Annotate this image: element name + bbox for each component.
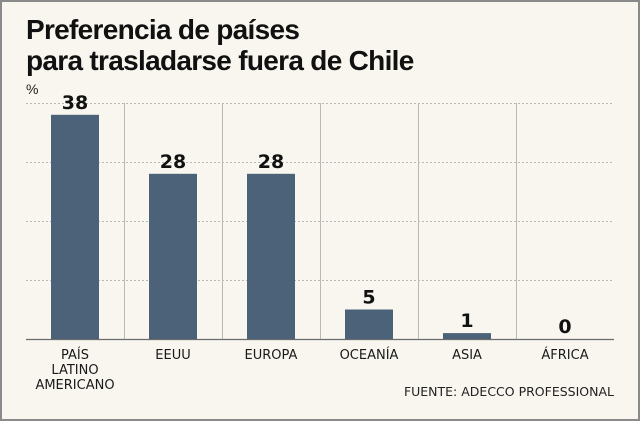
title-line-1: Preferencia de países <box>26 14 300 45</box>
data-label: 28 <box>160 151 186 173</box>
bar <box>345 309 393 339</box>
x-tick-label: AMERICANO <box>35 378 114 393</box>
data-label: 28 <box>258 151 284 173</box>
bar <box>149 173 197 339</box>
x-tick-label: ÁFRICA <box>541 347 588 363</box>
x-tick-label: ASIA <box>452 348 482 363</box>
bar <box>247 173 295 339</box>
x-tick-label: EEUU <box>155 348 190 363</box>
data-label: 5 <box>362 287 375 309</box>
bar <box>51 114 99 339</box>
source-note: FUENTE: ADECCO PROFESSIONAL <box>403 384 614 399</box>
chart-title: Preferencia de países para trasladarse f… <box>26 14 626 76</box>
data-label: 38 <box>62 92 88 114</box>
y-unit-label: % <box>26 81 39 97</box>
data-label: 0 <box>558 316 571 338</box>
x-tick-label: EUROPA <box>245 348 298 363</box>
x-tick-label: PAÍS <box>61 347 89 363</box>
x-tick-label: OCEANÍA <box>340 347 399 363</box>
bar <box>443 333 491 339</box>
title-line-2: para trasladarse fuera de Chile <box>26 45 414 76</box>
x-tick-label: LATINO <box>51 363 98 378</box>
data-label: 1 <box>460 310 473 332</box>
